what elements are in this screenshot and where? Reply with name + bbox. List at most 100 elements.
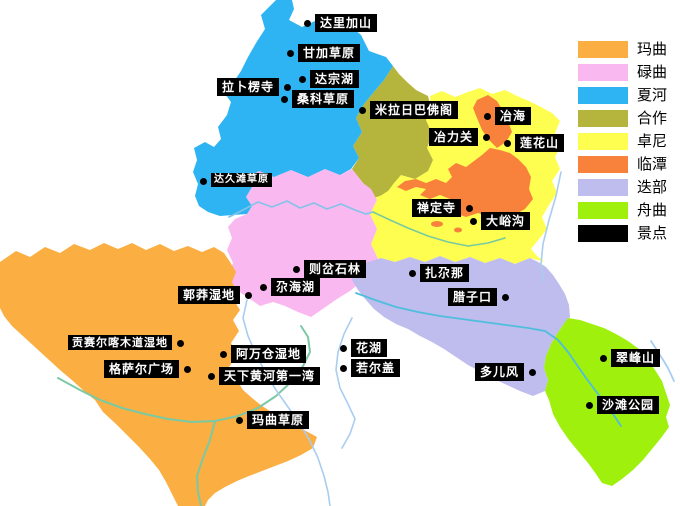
poi-marker xyxy=(483,112,491,120)
region-lintan xyxy=(473,95,512,148)
legend-label: 夏河 xyxy=(637,86,668,104)
legend-swatch xyxy=(578,64,628,81)
legend-swatch xyxy=(578,110,628,127)
poi-label: 扎尕那 xyxy=(420,264,470,282)
poi-marker xyxy=(465,204,473,212)
poi-marker xyxy=(292,265,300,273)
poi-marker xyxy=(286,49,294,57)
poi-marker xyxy=(358,106,366,114)
legend-item: 景点 xyxy=(578,225,667,242)
poi-marker xyxy=(503,139,511,147)
poi-marker xyxy=(207,372,215,380)
poi-label: 桑科草原 xyxy=(292,90,355,108)
river-northeast xyxy=(650,340,675,382)
legend-item: 卓尼 xyxy=(578,133,667,150)
poi-marker xyxy=(469,217,477,225)
river-white-area-2 xyxy=(335,317,356,449)
river-luqu xyxy=(228,200,374,218)
legend-item: 夏河 xyxy=(578,87,667,104)
poi-label: 冶海 xyxy=(495,107,532,125)
legend-swatch xyxy=(578,179,628,196)
poi-label: 拉卜楞寺 xyxy=(216,78,279,96)
river-zhuoni xyxy=(372,211,506,247)
legend-label: 合作 xyxy=(637,109,668,127)
poi-label: 甘加草原 xyxy=(298,44,361,62)
legend-swatch xyxy=(578,41,628,58)
legend-swatch xyxy=(578,156,628,173)
poi-marker xyxy=(528,368,536,376)
poi-marker xyxy=(482,133,490,141)
poi-marker xyxy=(235,416,243,424)
poi-label: 贡赛尔喀木道湿地 xyxy=(68,334,172,350)
poi-label: 阿万仓湿地 xyxy=(231,345,307,363)
poi-label: 达久滩草原 xyxy=(211,173,272,187)
legend-label: 临潭 xyxy=(637,155,668,173)
poi-marker xyxy=(199,177,207,185)
poi-label: 沙滩公园 xyxy=(597,396,660,414)
poi-label: 达里加山 xyxy=(315,14,378,32)
poi-marker xyxy=(339,344,347,352)
legend-item: 舟曲 xyxy=(578,202,667,219)
poi-label: 大峪沟 xyxy=(481,212,531,230)
legend-item: 迭部 xyxy=(578,179,667,196)
poi-marker xyxy=(298,75,306,83)
poi-marker xyxy=(339,364,347,372)
region-hezuo xyxy=(352,66,433,198)
poi-label: 翠峰山 xyxy=(611,349,661,367)
poi-marker xyxy=(280,95,288,103)
region-diebu xyxy=(352,256,570,396)
poi-label: 玛曲草原 xyxy=(247,411,310,429)
poi-marker xyxy=(283,83,291,91)
poi-marker xyxy=(183,365,191,373)
poi-label: 花湖 xyxy=(351,339,388,357)
river-white-area-1 xyxy=(242,299,331,506)
poi-marker xyxy=(585,401,593,409)
poi-marker xyxy=(599,354,607,362)
legend-item: 玛曲 xyxy=(578,41,667,58)
legend-swatch xyxy=(578,225,628,242)
legend-swatch xyxy=(578,87,628,104)
poi-marker xyxy=(219,350,227,358)
river-diebu-zhouqu xyxy=(355,292,622,427)
region-lintan xyxy=(431,221,443,227)
poi-label: 达宗湖 xyxy=(310,70,360,88)
river-east xyxy=(540,171,562,282)
poi-label: 冶力关 xyxy=(428,128,478,146)
poi-marker xyxy=(408,269,416,277)
poi-marker xyxy=(176,339,184,347)
legend-swatch xyxy=(578,133,628,150)
region-lintan xyxy=(454,227,462,233)
legend-item: 临潭 xyxy=(578,156,667,173)
poi-label: 则岔石林 xyxy=(304,260,367,278)
region-lintan xyxy=(397,148,533,217)
poi-label: 多儿风 xyxy=(474,363,524,381)
poi-label: 郭莽湿地 xyxy=(177,286,240,304)
poi-label: 尕海湖 xyxy=(271,278,321,296)
legend-label: 玛曲 xyxy=(637,40,668,58)
poi-label: 格萨尔广场 xyxy=(103,360,179,378)
poi-marker xyxy=(259,283,267,291)
river-yellow-river-tail xyxy=(196,420,216,506)
poi-label: 禅定寺 xyxy=(411,199,461,217)
legend-label: 迭部 xyxy=(637,178,668,196)
poi-label: 米拉日巴佛阁 xyxy=(370,101,459,119)
legend-label: 舟曲 xyxy=(637,201,668,219)
poi-label: 腊子口 xyxy=(447,288,497,306)
legend-label: 卓尼 xyxy=(637,132,668,150)
legend-swatch xyxy=(578,202,628,219)
legend-label: 碌曲 xyxy=(637,63,668,81)
poi-marker xyxy=(501,293,509,301)
legend-item: 碌曲 xyxy=(578,64,667,81)
poi-marker xyxy=(244,291,252,299)
poi-label: 天下黄河第一湾 xyxy=(219,367,321,385)
poi-label: 莲花山 xyxy=(515,134,565,152)
poi-label: 若尔盖 xyxy=(351,359,401,377)
region-luqu xyxy=(227,169,378,317)
legend-item: 合作 xyxy=(578,110,667,127)
river-yellow-river-bend xyxy=(57,325,311,423)
legend-label: 景点 xyxy=(637,224,668,242)
legend: 玛曲碌曲夏河合作卓尼临潭迭部舟曲景点 xyxy=(578,41,667,248)
poi-marker xyxy=(303,19,311,27)
